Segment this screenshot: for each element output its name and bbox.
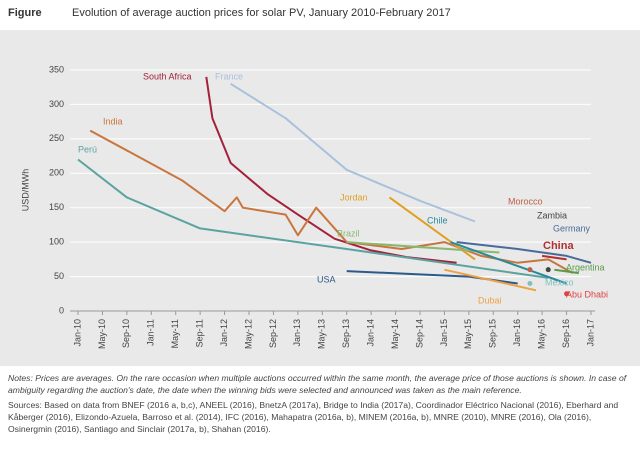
y-tick-label: 50	[54, 271, 64, 281]
notes: Notes: Prices are averages. On the rare …	[8, 373, 627, 395]
x-tick-label: May-16	[537, 319, 547, 349]
series-label: China	[543, 240, 574, 252]
y-axis-label: USD/MWh	[20, 169, 30, 212]
y-tick-label: 0	[59, 305, 64, 315]
series-label: Chile	[427, 215, 448, 225]
x-tick-label: Sep-10	[121, 319, 131, 348]
x-tick-label: May-15	[463, 319, 473, 349]
x-tick-label: Jan-17	[585, 319, 595, 347]
series-line	[444, 268, 537, 292]
x-tick-label: Sep-15	[488, 319, 498, 348]
figure-label: Figure	[8, 7, 42, 19]
series-line	[554, 268, 579, 275]
chart-background	[0, 30, 640, 366]
x-tick-label: Jan-16	[512, 319, 522, 347]
series-line	[89, 129, 574, 274]
y-tick-label: 100	[49, 237, 64, 247]
y-tick-label: 250	[49, 133, 64, 143]
point	[545, 267, 551, 273]
series-label: Abu Dhabi	[566, 289, 608, 299]
series-label: Dubai	[478, 295, 502, 305]
y-tick-label: 350	[49, 64, 64, 74]
x-tick-label: Sep-12	[268, 319, 278, 348]
chart: Figure Evolution of average auction pric…	[0, 7, 640, 366]
x-tick-label: May-10	[97, 319, 107, 349]
series-label: USA	[317, 274, 336, 284]
x-tick-label: Sep-13	[341, 319, 351, 348]
x-tick-label: Jan-13	[292, 319, 302, 347]
series-label: Perú	[78, 144, 97, 154]
series-label: Germany	[553, 223, 591, 233]
series-line	[450, 241, 567, 285]
series-label: Zambia	[537, 210, 567, 220]
point	[527, 267, 533, 273]
x-tick-label: Jan-15	[439, 319, 449, 347]
series-line	[456, 241, 592, 264]
series-label: India	[103, 116, 123, 126]
series-line	[230, 82, 476, 223]
series-line	[541, 254, 567, 261]
y-tick-label: 150	[49, 202, 64, 212]
y-tick-label: 300	[49, 99, 64, 109]
series-line	[77, 158, 549, 279]
y-tick-label: 200	[49, 168, 64, 178]
x-tick-label: Sep-16	[561, 319, 571, 348]
x-tick-label: Jan-12	[219, 319, 229, 347]
x-tick-label: Jan-11	[146, 319, 156, 346]
point	[564, 291, 570, 297]
x-tick-label: May-13	[317, 319, 327, 349]
x-tick-label: Sep-11	[195, 319, 205, 347]
series-label: Morocco	[508, 196, 543, 206]
x-tick-label: Jan-14	[366, 319, 376, 347]
series-line	[346, 270, 518, 285]
x-tick-label: May-12	[243, 319, 253, 349]
x-tick-label: Jan-10	[72, 319, 82, 347]
chart-title: Evolution of average auction prices for …	[72, 7, 451, 19]
point	[527, 280, 533, 286]
series-label: Mexico	[545, 277, 574, 287]
series-label: France	[215, 71, 243, 81]
series-label: Jordan	[340, 192, 368, 202]
series-label: Argentina	[566, 262, 605, 272]
series-label: South Africa	[143, 71, 192, 81]
series-label: Brazil	[337, 228, 360, 238]
x-tick-label: May-11	[170, 319, 180, 348]
x-tick-label: May-14	[390, 319, 400, 349]
x-tick-label: Sep-14	[414, 319, 424, 348]
sources: Sources: Based on data from BNEF (2016 a…	[8, 400, 619, 434]
notes-block: Notes: Prices are averages. On the rare …	[8, 372, 632, 438]
